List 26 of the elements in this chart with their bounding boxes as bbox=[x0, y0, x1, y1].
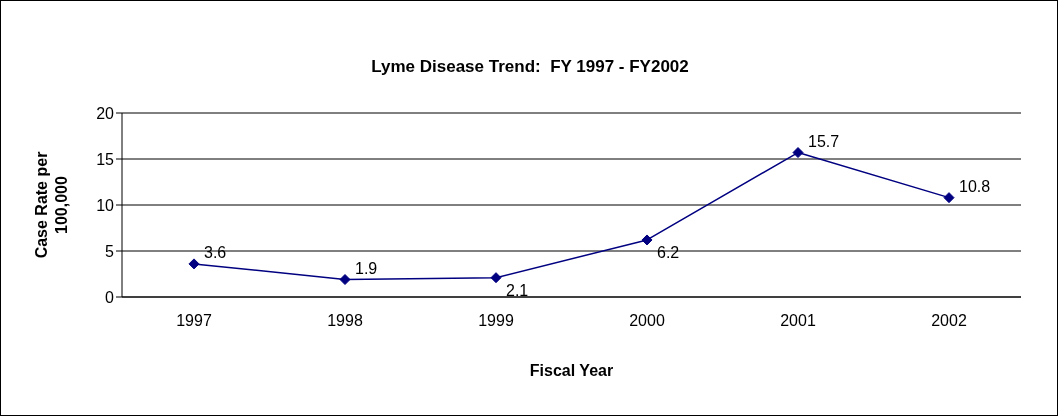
point bbox=[792, 147, 804, 159]
data-label: 1.9 bbox=[355, 259, 378, 277]
point bbox=[339, 274, 351, 286]
x-tick-label: 2001 bbox=[780, 312, 816, 330]
point bbox=[943, 192, 955, 204]
point bbox=[641, 234, 653, 246]
x-tick-label: 1999 bbox=[478, 312, 514, 330]
y-tick-label: 10 bbox=[96, 196, 115, 214]
data-label: 3.6 bbox=[204, 243, 227, 261]
x-tick-label: 2002 bbox=[931, 312, 967, 330]
data-label: 15.7 bbox=[808, 132, 840, 150]
y-tick-label: 5 bbox=[105, 242, 115, 260]
y-axis-title: Case Rate per 100,000 bbox=[33, 151, 70, 259]
y-tick-label: 20 bbox=[96, 104, 115, 122]
point bbox=[490, 272, 502, 284]
x-axis-title: Fiscal Year bbox=[529, 362, 614, 380]
x-tick-label: 2000 bbox=[629, 312, 665, 330]
x-tick-label: 1998 bbox=[327, 312, 363, 330]
point bbox=[188, 258, 200, 270]
chart-title: Lyme Disease Trend: FY 1997 - FY2002 bbox=[370, 57, 690, 77]
data-label: 6.2 bbox=[657, 243, 680, 261]
x-tick-label: 1997 bbox=[176, 312, 212, 330]
y-tick-label: 15 bbox=[96, 150, 115, 168]
data-label: 10.8 bbox=[959, 177, 991, 195]
y-tick-label: 0 bbox=[105, 288, 115, 306]
data-label: 2.1 bbox=[506, 281, 529, 299]
